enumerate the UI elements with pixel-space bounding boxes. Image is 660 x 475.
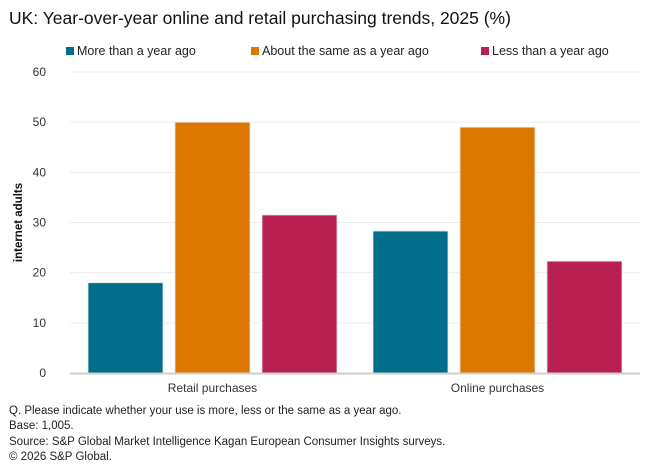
x-tick-label: Retail purchases — [168, 381, 257, 395]
bar-0-1 — [174, 121, 251, 374]
y-tick-label: 50 — [33, 115, 47, 129]
bar-0-2 — [261, 214, 338, 374]
y-tick-label: 30 — [33, 216, 47, 230]
legend-item-more: More than a year ago — [66, 44, 196, 58]
legend-swatch — [481, 47, 489, 55]
legend-label: About the same as a year ago — [262, 44, 429, 58]
y-tick-label: 10 — [33, 316, 47, 330]
chart-title: UK: Year-over-year online and retail pur… — [9, 8, 511, 28]
x-tick-label: Online purchases — [451, 381, 544, 395]
footnote-question: Q. Please indicate whether your use is m… — [9, 405, 402, 417]
legend-label: Less than a year ago — [492, 44, 609, 58]
footnote-copyright: © 2026 S&P Global. — [9, 451, 112, 463]
footnote-base: Base: 1,005. — [9, 420, 74, 432]
bar-0-0 — [87, 282, 164, 374]
legend-item-less: Less than a year ago — [481, 44, 609, 58]
y-tick-label: 60 — [33, 65, 47, 79]
y-tick-label: 20 — [33, 266, 47, 280]
y-axis-label: internet adults — [13, 183, 25, 262]
bar-1-1 — [459, 126, 536, 374]
y-tick-label: 40 — [33, 165, 47, 179]
legend-swatch — [251, 47, 259, 55]
bar-1-2 — [546, 260, 623, 374]
footnote-source: Source: S&P Global Market Intelligence K… — [9, 436, 446, 448]
legend-label: More than a year ago — [77, 44, 196, 58]
y-tick-label: 0 — [39, 366, 46, 380]
bar-1-0 — [372, 230, 449, 374]
legend-swatch — [66, 47, 74, 55]
legend-item-same: About the same as a year ago — [251, 44, 429, 58]
